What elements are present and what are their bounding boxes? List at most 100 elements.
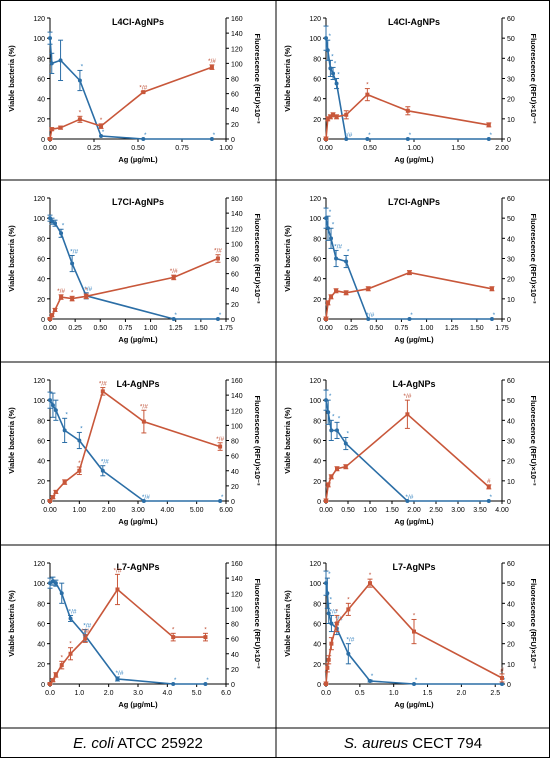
y-tick-label: 100 xyxy=(33,216,45,223)
x-tick-label: 0.75 xyxy=(395,325,409,332)
y-tick-label: 120 xyxy=(309,561,321,568)
fluorescence-line xyxy=(49,257,219,320)
fluorescence-point xyxy=(486,122,491,127)
x-tick-label: 0.00 xyxy=(319,507,333,514)
x-tick-label: 3.50 xyxy=(473,507,487,514)
fluorescence-point xyxy=(334,114,339,119)
significance-mark: * xyxy=(80,425,83,432)
y-tick-label: 20 xyxy=(313,297,321,304)
y2-tick-label: 160 xyxy=(231,16,243,23)
significance-mark: * xyxy=(490,132,493,139)
significance-mark: */# xyxy=(335,615,343,622)
y2-tick-label: 140 xyxy=(231,211,243,218)
significance-mark: */# xyxy=(57,288,65,295)
chart-title: L7Cl-AgNPs xyxy=(112,197,164,207)
significance-mark: * xyxy=(219,312,222,319)
y2-tick-label: 40 xyxy=(231,469,239,476)
significance-mark: * xyxy=(334,60,337,67)
x-tick-label: 0.00 xyxy=(43,507,57,514)
x-tick-label: 0.00 xyxy=(43,145,57,152)
significance-mark: * xyxy=(329,209,332,216)
y-tick-label: 80 xyxy=(37,56,45,63)
footer-label-right: S. aureus CECT 794 xyxy=(344,735,482,752)
significance-mark: * xyxy=(174,312,177,319)
chart-title: L7-AgNPs xyxy=(392,562,435,572)
y2-tick-label: 60 xyxy=(507,561,515,568)
significance-mark: * xyxy=(409,132,412,139)
significance-mark: * xyxy=(172,626,175,633)
viable-bacteria-point xyxy=(344,259,349,264)
fluorescence-point xyxy=(334,288,339,293)
y2-axis-label: Fluorescence (RFU)×10⁻³ xyxy=(529,33,538,124)
y2-tick-label: 60 xyxy=(507,16,515,23)
viable-bacteria-point xyxy=(407,317,412,321)
significance-mark: * xyxy=(338,415,341,422)
y-tick-label: 0 xyxy=(41,499,45,506)
significance-mark: * xyxy=(79,109,82,116)
y2-tick-label: 20 xyxy=(231,302,239,309)
y-tick-label: 120 xyxy=(33,16,45,23)
significance-mark: * xyxy=(221,494,224,501)
viable-bacteria-point xyxy=(331,71,336,76)
y-tick-label: 60 xyxy=(313,439,321,446)
significance-mark: * xyxy=(332,221,335,228)
fluorescence-point xyxy=(62,480,67,485)
x-tick-label: 2.00 xyxy=(102,507,116,514)
viable-bacteria-point xyxy=(334,256,339,261)
viable-bacteria-point xyxy=(48,36,52,41)
viable-bacteria-point xyxy=(171,682,176,686)
significance-mark: * xyxy=(174,677,177,684)
y2-tick-label: 40 xyxy=(507,418,515,425)
significance-mark: * xyxy=(369,572,372,579)
y2-axis-label: Fluorescence (RFU)×10⁻³ xyxy=(253,395,262,486)
fluorescence-point xyxy=(324,137,328,141)
viable-bacteria-point xyxy=(62,428,67,433)
y-tick-label: 0 xyxy=(317,499,321,506)
y-tick-label: 80 xyxy=(313,56,321,63)
significance-mark: */# xyxy=(405,494,413,501)
y2-tick-label: 140 xyxy=(231,393,243,400)
viable-bacteria-point xyxy=(343,441,348,446)
fluorescence-point xyxy=(59,295,64,300)
y2-tick-label: 120 xyxy=(231,46,243,53)
fluorescence-point xyxy=(412,629,416,634)
y2-tick-label: 50 xyxy=(507,398,515,405)
chart-title: L7Cl-AgNPs xyxy=(388,197,440,207)
y-tick-label: 100 xyxy=(309,581,321,588)
x-tick-label: 1.75 xyxy=(219,325,233,332)
viable-bacteria-point xyxy=(500,682,504,686)
viable-bacteria-point xyxy=(405,499,410,503)
x-tick-label: 1.00 xyxy=(144,325,158,332)
significance-mark: * xyxy=(60,654,63,661)
viable-bacteria-line xyxy=(49,580,206,685)
y-tick-label: 120 xyxy=(309,16,321,23)
viable-bacteria-point xyxy=(329,428,334,433)
footer-species: S. aureus xyxy=(344,735,409,752)
y2-tick-label: 20 xyxy=(507,459,515,466)
significance-mark: * xyxy=(332,413,335,420)
fluorescence-point xyxy=(329,474,334,479)
viable-bacteria-point xyxy=(58,58,63,63)
significance-mark: * xyxy=(328,571,331,578)
viable-bacteria-point xyxy=(326,410,331,415)
fluorescence-point xyxy=(328,114,333,119)
viable-bacteria-point xyxy=(53,581,58,586)
y-tick-label: 60 xyxy=(37,77,45,84)
viable-bacteria-point xyxy=(141,499,146,503)
significance-mark: # xyxy=(500,667,504,674)
x-tick-label: 1.75 xyxy=(495,325,509,332)
fluorescence-point xyxy=(405,412,410,417)
significance-mark: */# xyxy=(216,436,224,443)
significance-mark: */# xyxy=(334,243,342,250)
significance-mark: */# xyxy=(115,670,123,677)
y2-tick-label: 20 xyxy=(231,122,239,129)
y2-tick-label: 140 xyxy=(231,31,243,38)
fluorescence-point xyxy=(83,636,88,641)
viable-bacteria-point xyxy=(100,468,105,473)
fluorescence-point xyxy=(324,499,328,503)
significance-mark: */# xyxy=(139,84,147,91)
fluorescence-point xyxy=(77,117,82,122)
viable-bacteria-point xyxy=(405,137,410,141)
fluorescence-point xyxy=(324,317,328,321)
